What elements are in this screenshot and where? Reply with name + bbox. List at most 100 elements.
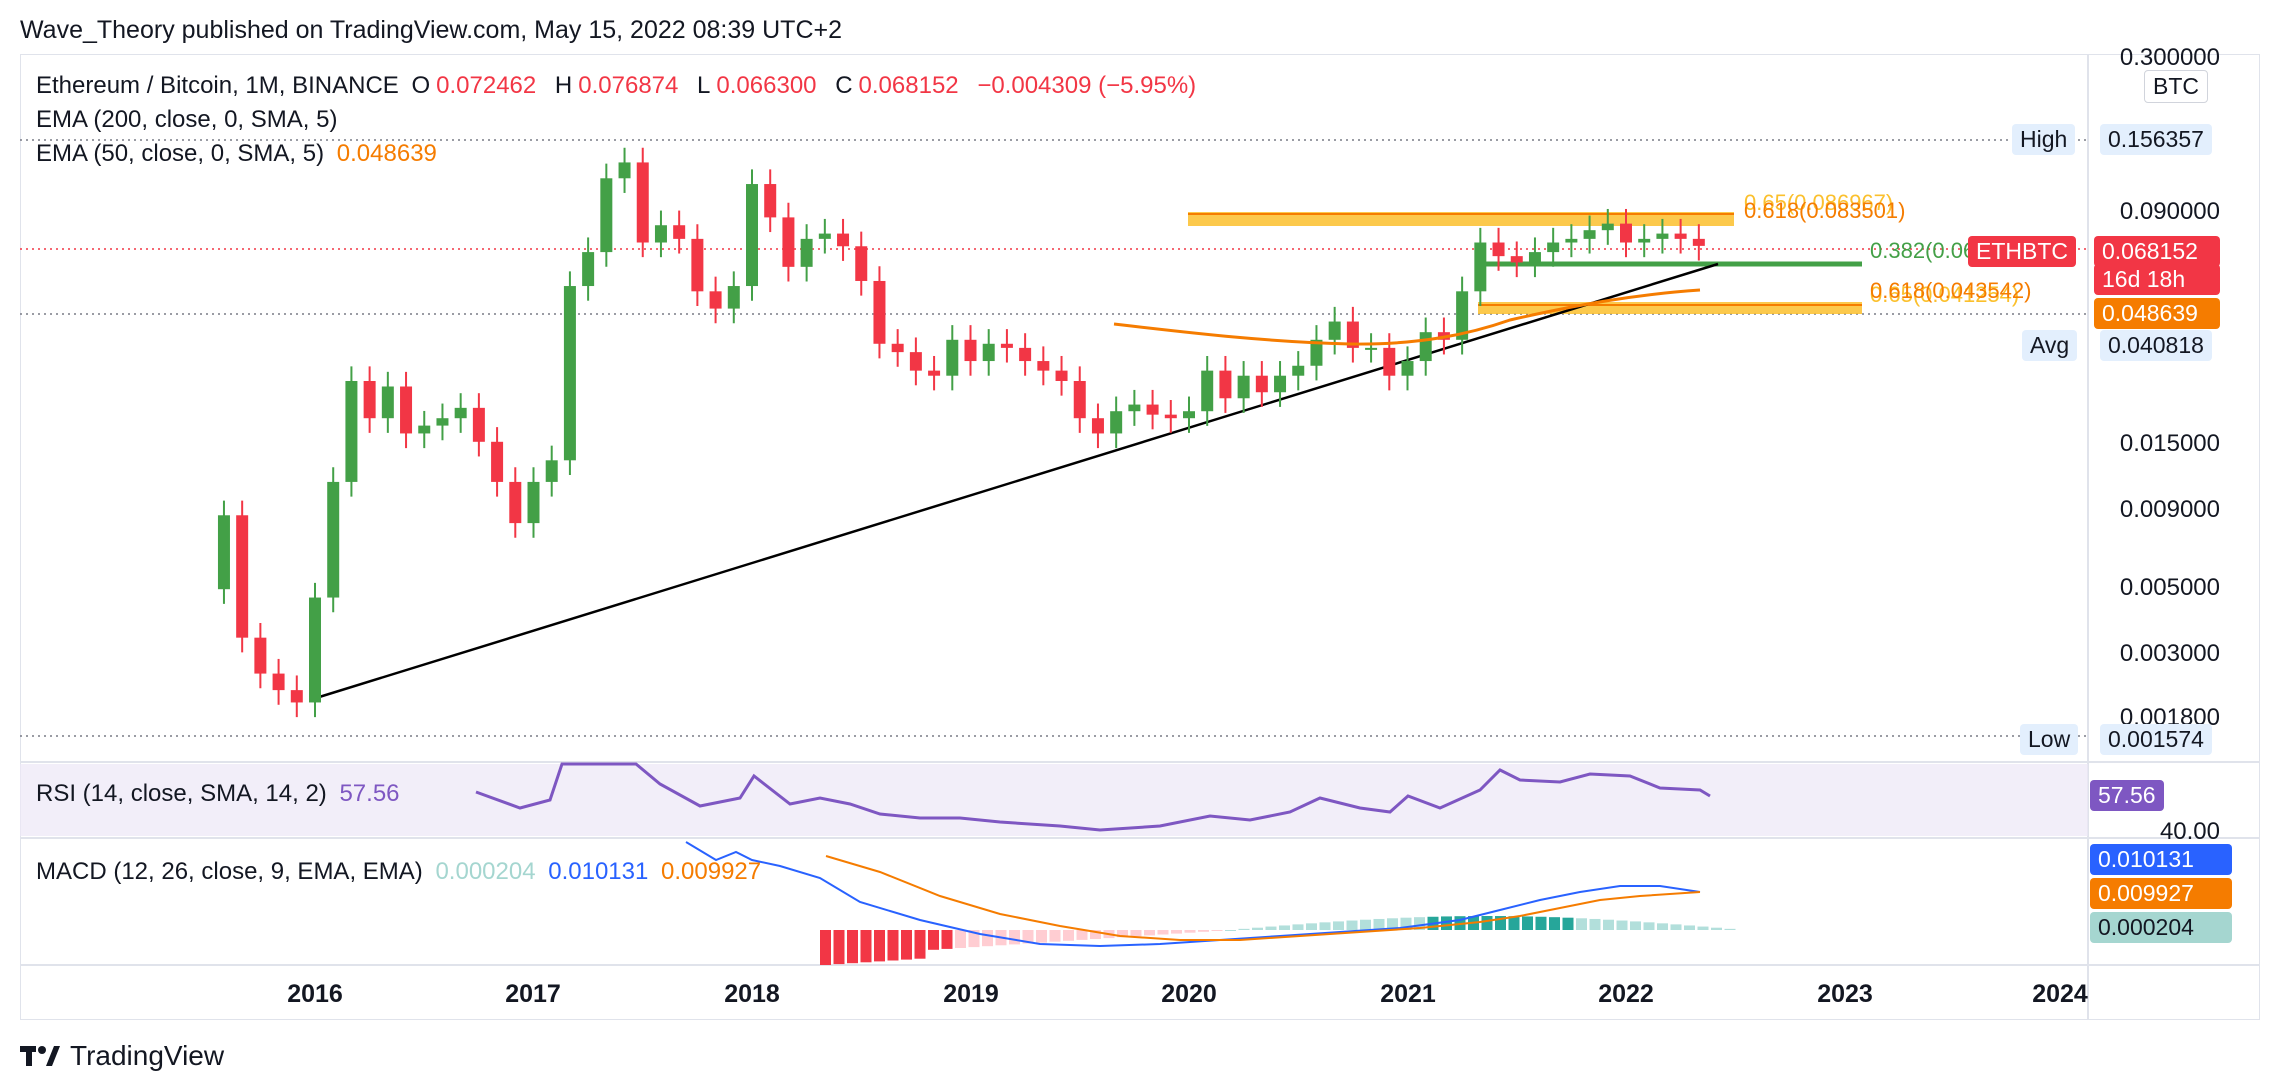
macd-hist-bar [1360,919,1371,930]
macd-hist-bar [928,930,939,950]
macd-hist-bar [1603,919,1614,930]
macd-hist-bar [982,930,993,947]
fib-label-618-low: 0.618(0.043542) [1870,278,2032,303]
candle-body [1292,365,1305,376]
legend-high: H 0.076874 [554,72,679,99]
candle-body [818,233,831,239]
candle-body [1146,404,1159,415]
legend-main: Ethereum / Bitcoin, 1M, BINANCE O 0.07246… [36,72,1202,100]
legend-ema50: EMA (50, close, 0, SMA, 5) 0.048639 [36,140,437,167]
candle-body [1528,252,1541,263]
macd-hist-bar [847,930,858,964]
hist-badge: 0.000204 [2090,912,2232,943]
macd-hist-bar [1306,923,1317,930]
fib-label-618-top: 0.618(0.083501) [1744,198,1906,223]
candle-body [1638,238,1651,243]
macd-hist-bar [1576,918,1587,930]
footer-brand[interactable]: TradingView [20,1040,224,1072]
macd-hist-bar [1711,927,1722,930]
candle-body [509,481,522,524]
macd-hist-bar [1346,920,1358,930]
candle-body [1365,347,1378,350]
legend-open: O 0.072462 [411,72,537,99]
macd-hist-bar [901,930,912,960]
macd-hist-bar [1157,930,1169,935]
ema50-badge: 0.048639 [2094,298,2220,329]
price-tick-0: 0.300000 [2119,44,2220,71]
macd-hist-bar [1495,916,1506,930]
macd-hist-bar [1130,930,1142,937]
candle-body [1000,343,1013,348]
chart-frame[interactable] [20,54,2260,1020]
macd-hist-bar [1279,925,1290,930]
candle-body [236,515,249,638]
candle-body [327,481,340,598]
candle-body [563,286,576,461]
candle-body [491,441,504,482]
macd-hist-bar [1414,917,1425,930]
price-tick-1: 0.090000 [2119,198,2220,225]
macd-hist-bar [1562,917,1574,930]
candle-body [290,690,303,703]
macd-hist-bar [1022,930,1034,944]
macd-hist-bar [887,930,899,961]
rsi-tick: 40.00 [2159,818,2220,845]
brand-name: TradingView [70,1040,225,1071]
avg-value: 0.040818 [2100,330,2212,361]
candle-body [1346,321,1359,348]
candle-body [1091,418,1104,434]
macd-hist-bar [1252,927,1263,930]
macd-hist-bar [1036,930,1047,943]
macd-hist-bar [1643,922,1655,930]
macd-hist-bar [1670,924,1682,930]
candle-body [363,380,376,419]
fib-label-65-low: 0.65(0.041254) [1870,282,2020,307]
macd-hist-bar [1549,917,1560,930]
candle-body [746,184,758,287]
candle-body [454,407,467,419]
candle-body [1692,238,1705,246]
rsi-line [475,762,1711,832]
macd-hist-bar [833,930,845,965]
macd-hist-bar [1400,917,1412,930]
currency-unit-button[interactable]: BTC [2144,70,2208,103]
legend-ema200: EMA (200, close, 0, SMA, 5) [36,106,338,133]
candle-body [1601,223,1614,231]
macd-hist-bar [1657,923,1668,930]
legend-rsi: RSI (14, close, SMA, 14, 2) 57.56 [36,780,400,807]
candle-body [1565,238,1578,243]
macd-hist-bar [1225,930,1236,931]
candle-body [1237,375,1250,399]
macd-hist-bar [1697,926,1709,930]
candle-body [1383,347,1396,376]
candle-body [1201,370,1214,412]
x-tick-2020: 2020 [1161,980,1217,1008]
macd-hist-bar [1724,928,1736,930]
last-price-badge: 0.068152 [2094,236,2220,267]
publish-header: Wave_Theory published on TradingView.com… [20,16,842,44]
signal-badge: 0.009927 [2090,878,2232,909]
candle-body [928,370,941,376]
avg-label: Avg [2022,330,2078,361]
rsi-badge: 57.56 [2090,780,2164,811]
candle-body [1019,347,1032,362]
candle-body [1255,375,1268,393]
macd-hist-bar [1238,928,1250,930]
x-tick-2016: 2016 [287,980,343,1008]
macd-hist-bar [1616,920,1628,930]
x-tick-2018: 2018 [724,980,780,1008]
macd-hist-bar [874,930,885,962]
candle-body [873,280,886,344]
candle-body [654,225,667,243]
countdown-badge: 16d 18h [2094,264,2220,295]
candle-body [1510,256,1523,263]
candle-body [709,291,722,309]
macd-hist-bar [1171,930,1182,934]
macd-hist-bar [1265,926,1277,930]
candle-body [345,380,358,482]
candle-body [381,386,394,419]
legend-change: −0.004309 (−5.95%) [977,72,1197,99]
x-tick-2019: 2019 [943,980,999,1008]
candle-body [946,339,959,376]
